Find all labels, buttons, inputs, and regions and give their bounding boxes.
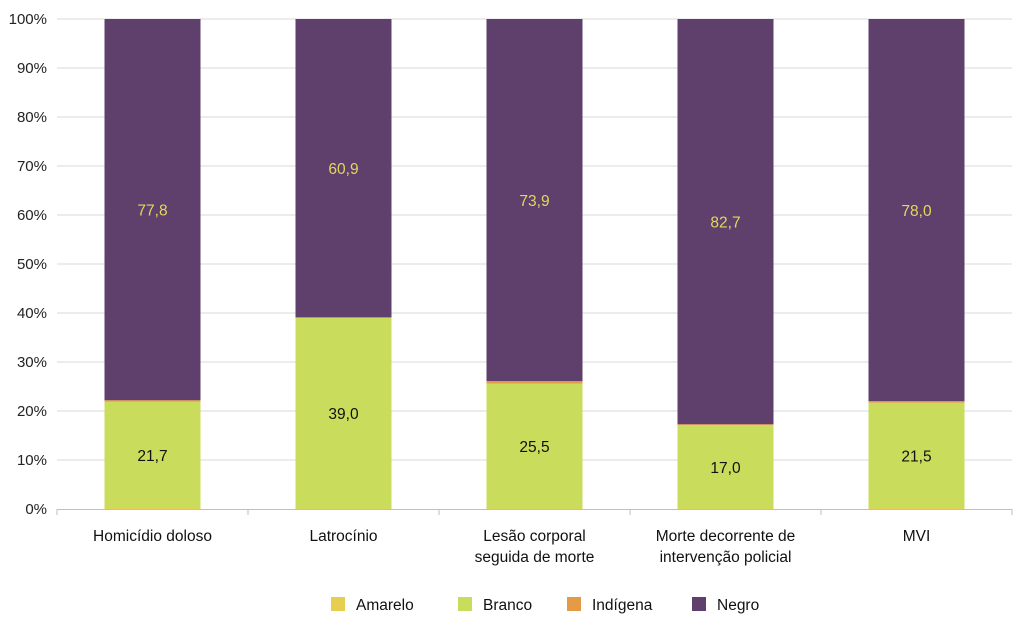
bar-segment-negro	[104, 19, 201, 401]
legend-swatch-amarelo	[331, 597, 345, 611]
y-tick-label: 100%	[9, 11, 47, 28]
data-labels: 21,7 77,8 39,0 60,9 25,5 73,9 17,0 82,7 21,5 78,0	[137, 161, 932, 477]
x-category-label: Latrocínio	[309, 528, 377, 545]
y-tick-label: 0%	[25, 501, 47, 518]
data-label-branco: 17,0	[710, 460, 741, 477]
bar-segment-branco	[295, 317, 392, 509]
bars	[104, 19, 965, 509]
bar-segment-indgena	[677, 424, 774, 426]
legend-swatch-branco	[458, 597, 472, 611]
y-tick-label: 30%	[17, 354, 47, 371]
bar-segment-branco	[868, 402, 965, 509]
legend-label-negro: Negro	[717, 597, 759, 614]
data-label-branco: 39,0	[328, 406, 359, 423]
data-label-branco: 21,5	[901, 448, 931, 465]
y-tick-label: 10%	[17, 452, 47, 469]
legend-swatch-indgena	[567, 597, 581, 611]
x-category-label: Homicídio doloso	[93, 528, 212, 545]
legend: Amarelo Branco Indígena Negro	[331, 597, 759, 614]
y-tick-label: 90%	[17, 60, 47, 77]
bar-segment-indgena	[486, 381, 583, 384]
y-tick-label: 70%	[17, 158, 47, 175]
data-label-negro: 73,9	[519, 193, 549, 210]
legend-swatch-negro	[692, 597, 706, 611]
x-category-label: Lesão corporal seguida de morte	[475, 528, 595, 566]
bar-segment-amarelo	[868, 508, 965, 509]
legend-label-branco: Branco	[483, 597, 532, 614]
x-category-label-line: intervenção policial	[660, 549, 792, 566]
data-label-branco: 21,7	[137, 448, 167, 465]
x-category-label: MVI	[903, 528, 931, 545]
x-category-label-line: MVI	[903, 528, 931, 545]
x-category-label: Morte decorrente de intervenção policial	[656, 528, 796, 566]
legend-label-indgena: Indígena	[592, 597, 653, 614]
y-tick-label: 50%	[17, 256, 47, 273]
data-label-negro: 60,9	[328, 161, 358, 178]
legend-label-amarelo: Amarelo	[356, 597, 414, 614]
bar-segment-branco	[677, 425, 774, 509]
bar-segment-negro	[295, 19, 392, 318]
x-category-label-line: Latrocínio	[309, 528, 377, 545]
y-axis-tick-labels: 0% 10% 20% 30% 40% 50% 60% 70% 80% 90% 100%	[9, 11, 47, 518]
bar-segment-negro	[677, 19, 774, 425]
data-label-negro: 77,8	[137, 203, 167, 220]
x-category-label-line: Lesão corporal	[483, 528, 586, 545]
x-axis: Homicídio doloso Latrocínio Lesão corporal…	[56, 509, 1013, 566]
y-tick-label: 40%	[17, 305, 47, 322]
bar-segment-negro	[486, 19, 583, 382]
x-category-label-line: Morte decorrente de	[656, 528, 796, 545]
data-label-branco: 25,5	[519, 439, 549, 456]
data-label-negro: 78,0	[901, 203, 932, 220]
bar-segment-branco	[486, 383, 583, 509]
x-category-label-line: Homicídio doloso	[93, 528, 212, 545]
data-label-negro: 82,7	[710, 215, 740, 232]
y-tick-label: 20%	[17, 403, 47, 420]
y-tick-label: 60%	[17, 207, 47, 224]
x-category-label-line: seguida de morte	[475, 549, 595, 566]
bar-segment-negro	[868, 19, 965, 402]
y-tick-label: 80%	[17, 109, 47, 126]
bar-segment-indgena	[868, 401, 965, 403]
bar-segment-indgena	[104, 400, 201, 402]
bar-segment-amarelo	[104, 508, 201, 509]
bar-segment-branco	[104, 401, 201, 509]
